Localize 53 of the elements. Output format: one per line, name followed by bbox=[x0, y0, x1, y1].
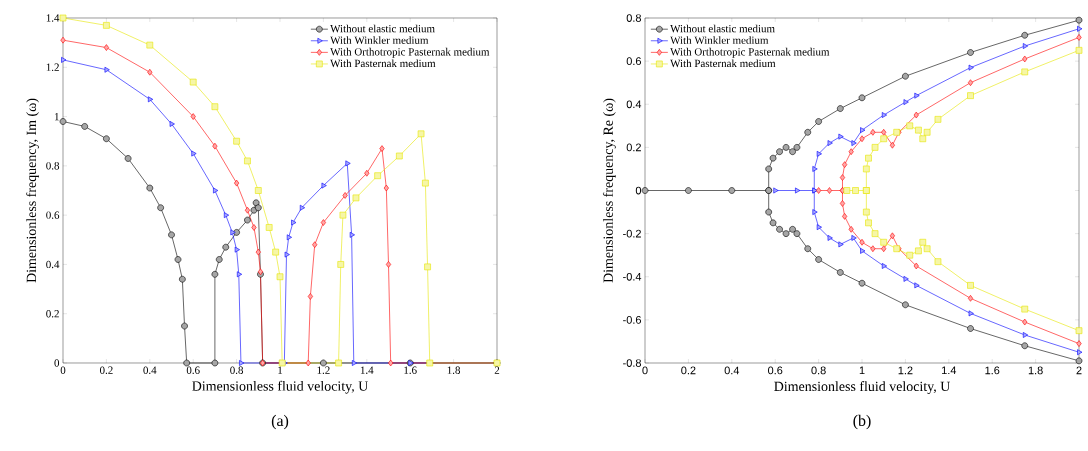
x-tick-label: 0 bbox=[60, 366, 66, 374]
legend-label: With Pasternak medium bbox=[670, 59, 776, 68]
x-tick-label: 0.4 bbox=[143, 366, 157, 374]
legend-label: Without elastic medium bbox=[330, 24, 435, 33]
x-tick-label: 0.6 bbox=[186, 366, 200, 374]
x-tick-label: 0.2 bbox=[99, 366, 113, 374]
x-tick-label: 0.6 bbox=[768, 366, 783, 375]
x-tick-label: 1.2 bbox=[898, 366, 913, 375]
y-tick-label: 0.2 bbox=[46, 310, 59, 318]
y-tick-label: -0.6 bbox=[623, 316, 641, 324]
x-tick-label: 2 bbox=[1076, 366, 1082, 375]
x-tick-label: 2 bbox=[494, 366, 500, 374]
y-tick-label: 1.2 bbox=[46, 63, 59, 71]
y-tick-label: 0.4 bbox=[46, 260, 60, 269]
y-tick-label: 0.6 bbox=[46, 211, 60, 219]
x-tick-label: 0.8 bbox=[811, 366, 826, 375]
x-tick-label: 1.4 bbox=[360, 366, 374, 374]
y-tick-label: 0.8 bbox=[46, 162, 60, 170]
y-tick-label: 0.2 bbox=[626, 143, 641, 152]
y-axis-title: Dimensionless frequency, Re (ω) bbox=[602, 98, 616, 283]
x-tick-label: 1.2 bbox=[317, 366, 330, 374]
y-tick-label: 1.4 bbox=[46, 14, 60, 22]
legend-label: With Pasternak medium bbox=[330, 59, 436, 68]
text: (b) bbox=[853, 414, 871, 430]
legend-label: With Orthotropic Pasternak medium bbox=[330, 47, 490, 58]
x-tick-label: 1.8 bbox=[1028, 366, 1043, 375]
y-tick-label: 0.8 bbox=[626, 14, 641, 22]
y-tick-label: 0.4 bbox=[626, 100, 642, 109]
x-tick-label: 1.6 bbox=[985, 366, 1000, 375]
y-tick-label: -0.2 bbox=[623, 229, 641, 238]
y-tick-label: 0 bbox=[54, 359, 60, 367]
y-tick-label: 0.6 bbox=[626, 57, 641, 66]
x-tick-label: 1.6 bbox=[404, 366, 417, 374]
x-axis-title: Dimensionless fluid velocity, U bbox=[192, 380, 368, 394]
x-tick-label: 0.8 bbox=[230, 366, 244, 374]
x-tick-label: 0.2 bbox=[681, 366, 696, 375]
x-tick-label: 1 bbox=[859, 366, 865, 375]
x-tick-label: 1 bbox=[278, 366, 283, 374]
legend-label: With Orthotropic Pasternak medium bbox=[670, 47, 830, 58]
y-axis-title: Dimensionless frequency, Im (ω) bbox=[26, 98, 39, 283]
x-tick-label: 1.8 bbox=[447, 366, 461, 374]
y-tick-label: -0.8 bbox=[623, 359, 641, 367]
legend-label: Without elastic medium bbox=[670, 24, 775, 33]
legend-label: With Winkler medium bbox=[330, 36, 429, 44]
y-tick-label: -0.4 bbox=[623, 272, 642, 281]
y-tick-label: 1 bbox=[54, 112, 59, 121]
y-tick-label: 0 bbox=[635, 186, 642, 195]
x-tick-label: 0.4 bbox=[724, 366, 740, 375]
x-tick-label: 1.4 bbox=[942, 366, 957, 375]
text: (a) bbox=[271, 414, 289, 430]
legend-label: With Winkler medium bbox=[670, 36, 769, 44]
x-axis-title: Dimensionless fluid velocity, U bbox=[774, 381, 950, 394]
x-tick-label: 0 bbox=[642, 366, 648, 375]
